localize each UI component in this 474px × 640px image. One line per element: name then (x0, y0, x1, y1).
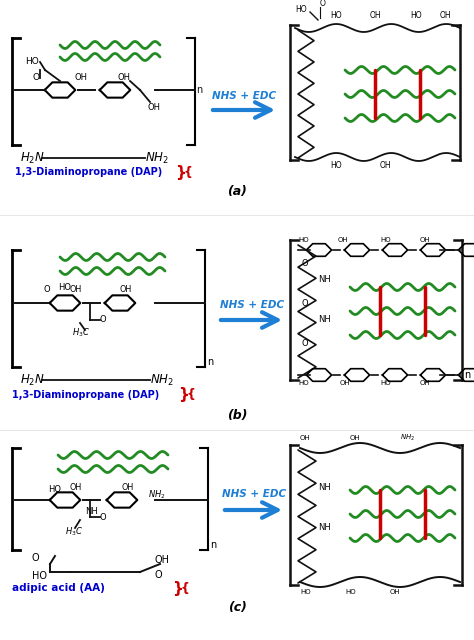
Text: (b): (b) (227, 408, 247, 422)
Text: HO: HO (298, 237, 309, 243)
Text: OH: OH (118, 74, 131, 83)
Text: O: O (100, 513, 107, 522)
Text: OH: OH (380, 161, 392, 170)
Text: n: n (196, 85, 202, 95)
Text: OH: OH (120, 285, 132, 294)
Text: $NH_2$: $NH_2$ (148, 489, 166, 501)
Text: n: n (210, 540, 216, 550)
Text: $H_2N$: $H_2N$ (20, 372, 45, 388)
Text: OH: OH (440, 10, 452, 19)
Text: HO: HO (380, 380, 391, 386)
Text: OH: OH (70, 285, 82, 294)
Text: 1,3-Diaminopropane (DAP): 1,3-Diaminopropane (DAP) (12, 390, 159, 400)
Text: OH: OH (338, 237, 348, 243)
Text: O: O (302, 259, 309, 268)
Text: (c): (c) (228, 602, 246, 614)
Text: }: } (172, 580, 183, 595)
Text: }: } (175, 164, 186, 179)
Text: HO: HO (300, 589, 310, 595)
Text: NH: NH (318, 275, 331, 285)
Text: OH: OH (70, 483, 82, 492)
Text: {: { (181, 582, 190, 595)
Text: OH: OH (148, 104, 161, 113)
Text: HO: HO (32, 571, 47, 581)
Text: O: O (302, 298, 309, 307)
Text: $NH_2$: $NH_2$ (150, 372, 174, 388)
Text: OH: OH (420, 380, 430, 386)
Text: OH: OH (390, 589, 401, 595)
Text: NH: NH (318, 524, 331, 532)
Text: HO: HO (345, 589, 356, 595)
Text: adipic acid (AA): adipic acid (AA) (12, 583, 105, 593)
Text: OH: OH (370, 10, 382, 19)
Text: O: O (33, 74, 40, 83)
Text: OH: OH (75, 74, 88, 83)
Text: }: } (178, 387, 189, 403)
Text: HO: HO (295, 6, 307, 15)
Text: OH: OH (122, 483, 134, 492)
Text: OH: OH (340, 380, 351, 386)
Text: OH: OH (350, 435, 361, 441)
Text: HO: HO (58, 282, 71, 291)
Text: O: O (44, 285, 51, 294)
Text: NH: NH (318, 316, 331, 324)
Text: $H_3C$: $H_3C$ (65, 525, 83, 538)
Text: HO: HO (410, 10, 422, 19)
Text: 1,3-Diaminopropane (DAP): 1,3-Diaminopropane (DAP) (15, 167, 162, 177)
Text: O: O (320, 0, 326, 8)
Text: NHS + EDC: NHS + EDC (212, 91, 276, 101)
Text: O: O (302, 339, 309, 348)
Text: $H_2N$: $H_2N$ (20, 150, 45, 166)
Text: NH: NH (318, 483, 331, 493)
Text: O: O (100, 316, 107, 324)
Text: HO: HO (48, 486, 61, 495)
Text: O: O (32, 553, 40, 563)
Text: NH: NH (85, 508, 98, 516)
Text: OH: OH (155, 555, 170, 565)
Text: HO: HO (380, 237, 391, 243)
Text: NHS + EDC: NHS + EDC (220, 300, 284, 310)
Text: (a): (a) (227, 186, 247, 198)
Text: $H_3C$: $H_3C$ (72, 327, 90, 339)
Text: HO: HO (25, 58, 39, 67)
Text: NHS + EDC: NHS + EDC (222, 489, 286, 499)
Text: {: { (187, 388, 196, 401)
Text: $NH_2$: $NH_2$ (145, 150, 169, 166)
Text: O: O (155, 570, 163, 580)
Text: n: n (464, 370, 470, 380)
Text: {: { (184, 166, 193, 179)
Text: OH: OH (420, 237, 430, 243)
Text: OH: OH (300, 435, 310, 441)
Text: HO: HO (330, 161, 342, 170)
Text: $NH_2$: $NH_2$ (400, 433, 415, 443)
Text: HO: HO (298, 380, 309, 386)
Text: n: n (207, 357, 213, 367)
Text: HO: HO (330, 10, 342, 19)
